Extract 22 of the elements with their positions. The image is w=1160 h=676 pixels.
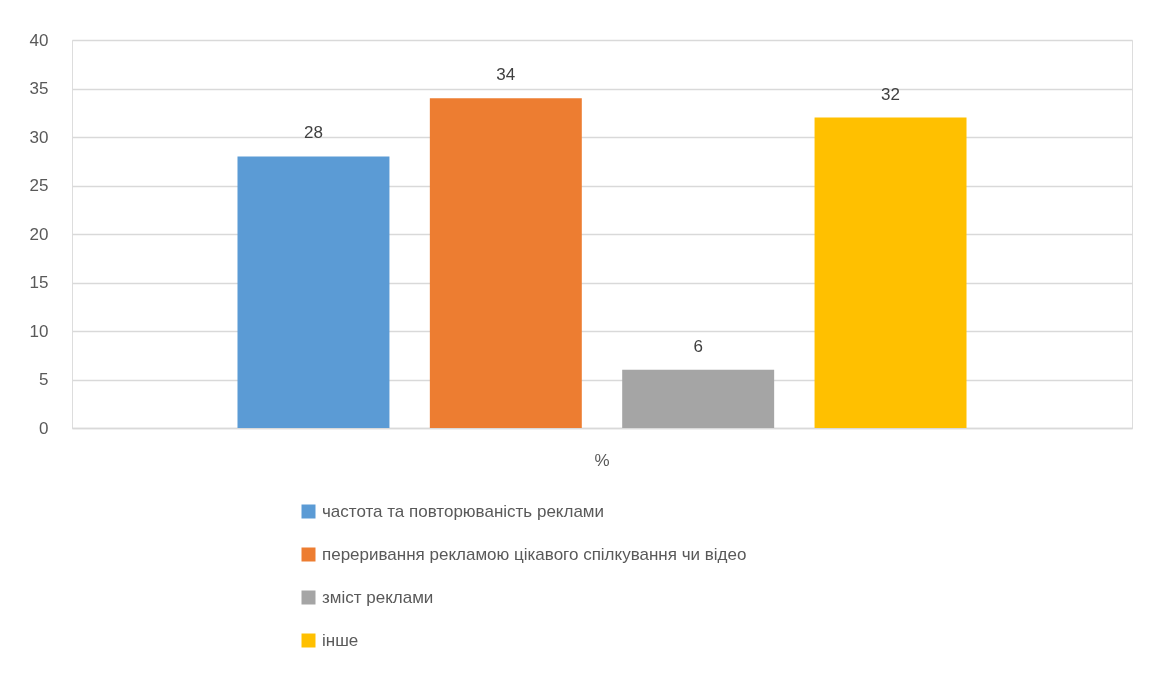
y-tick-label: 30 <box>29 127 49 147</box>
y-tick-label: 15 <box>29 273 49 292</box>
bar <box>622 369 775 428</box>
y-tick-label: 25 <box>29 176 49 195</box>
y-tick-label: 10 <box>29 321 49 341</box>
bar <box>429 98 582 428</box>
data-label: 32 <box>881 84 900 104</box>
data-label: 34 <box>496 65 516 85</box>
bar <box>237 156 390 428</box>
legend-label: переривання рекламою цікавого спілкування чи відео <box>322 544 747 564</box>
data-label: 28 <box>304 123 323 143</box>
y-tick-label: 35 <box>29 79 49 98</box>
bar <box>814 117 967 428</box>
y-tick-label: 0 <box>39 418 49 438</box>
y-tick-label: 20 <box>29 224 49 244</box>
legend-label: зміст реклами <box>322 587 434 607</box>
legend-label: частота та повторюваність реклами <box>322 501 605 521</box>
x-tick-label: % <box>594 450 610 470</box>
data-label: 6 <box>693 336 703 356</box>
legend-label: інше <box>322 630 359 650</box>
y-tick-label: 5 <box>39 370 49 389</box>
y-tick-label: 40 <box>29 30 49 50</box>
